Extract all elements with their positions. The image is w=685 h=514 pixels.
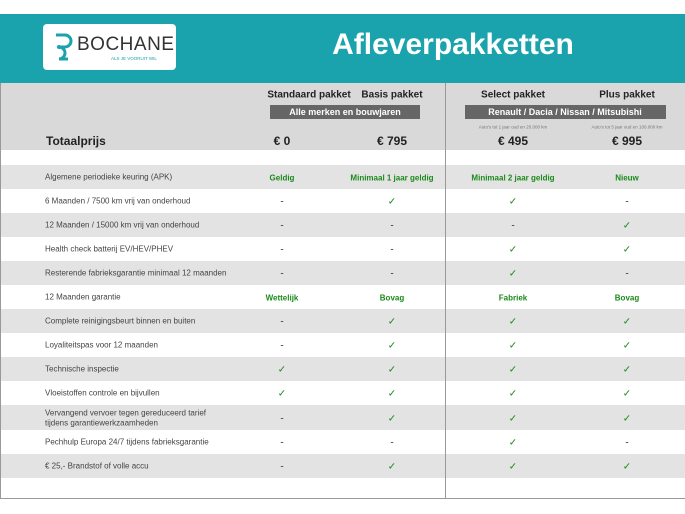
- cell: ✓: [508, 364, 518, 376]
- row-label: tijdens garantiewerkzaamheden: [45, 418, 158, 427]
- row-label: Complete reinigingsbeurt binnen en buite…: [45, 316, 196, 326]
- cell: Fabriek: [498, 293, 528, 303]
- cell: -: [390, 244, 394, 256]
- cell: ✓: [622, 388, 632, 400]
- cell: -: [280, 196, 284, 208]
- cell: -: [625, 268, 629, 280]
- row-label: Resterende fabrieksgarantie minimaal 12 …: [45, 268, 227, 278]
- row-label: Loyaliteitspas voor 12 maanden: [45, 340, 158, 350]
- row-bg: [1, 261, 685, 285]
- price: € 995: [611, 134, 643, 148]
- cell: ✓: [622, 340, 632, 352]
- row-label: Pechhulp Europa 24/7 tijdens fabrieksgar…: [45, 437, 209, 447]
- price: € 495: [497, 134, 529, 148]
- group-label: Alle merken en bouwjaren: [289, 107, 401, 117]
- cell: -: [625, 437, 629, 449]
- border-bottom: [0, 498, 685, 499]
- package-name: Basis pakket: [361, 89, 423, 101]
- logo-text: BOCHANE: [77, 34, 175, 55]
- cell: ✓: [622, 413, 632, 424]
- cell: ✓: [622, 461, 632, 473]
- cell: Bovag: [614, 293, 640, 303]
- cell: ✓: [508, 244, 518, 256]
- row-label: 6 Maanden / 7500 km vrij van onderhoud: [45, 196, 191, 206]
- cell: ✓: [508, 388, 518, 400]
- package-name: Select pakket: [481, 89, 545, 101]
- cell: ✓: [508, 461, 518, 473]
- cell: Minimaal 2 jaar geldig: [471, 173, 555, 183]
- cell: Nieuw: [615, 173, 639, 183]
- row-label: Algemene periodieke keuring (APK): [45, 172, 173, 182]
- package-note: Auto's tot 1 jaar oud en 20.000 km: [478, 124, 548, 130]
- package-name: Standaard pakket: [267, 89, 351, 101]
- row-bg: [1, 454, 685, 478]
- row-label: 12 Maanden / 15000 km vrij van onderhoud: [45, 220, 200, 230]
- group-label: Renault / Dacia / Nissan / Mitsubishi: [488, 107, 642, 117]
- cell: ✓: [508, 413, 518, 424]
- row-bg: [1, 357, 685, 381]
- cell: -: [390, 437, 394, 449]
- logo-icon: [56, 33, 73, 61]
- row-bg: [1, 405, 685, 430]
- cell: ✓: [508, 437, 518, 449]
- cell: ✓: [508, 340, 518, 352]
- cell: -: [280, 461, 284, 473]
- cell: -: [280, 220, 284, 232]
- cell: -: [280, 268, 284, 280]
- cell: Geldig: [269, 173, 295, 183]
- cell: -: [280, 437, 284, 449]
- row-label: € 25,- Brandstof of volle accu: [45, 461, 149, 471]
- group-bar: [465, 105, 666, 119]
- cell: Wettelijk: [265, 293, 299, 303]
- row-label: 12 Maanden garantie: [45, 292, 121, 302]
- border-left: [0, 83, 1, 498]
- cell: ✓: [387, 340, 397, 352]
- row-label: Vloeistoffen controle en bijvullen: [45, 388, 160, 398]
- cell: -: [625, 196, 629, 208]
- group-bar: [270, 105, 420, 119]
- row-label: Technische inspectie: [45, 364, 119, 374]
- cell: -: [280, 244, 284, 256]
- package-note: Auto's tot 5 jaar oud en 100.000 km: [591, 124, 663, 130]
- cell: ✓: [622, 220, 632, 232]
- cell: -: [280, 340, 284, 352]
- price: € 795: [376, 134, 408, 148]
- cell: ✓: [387, 413, 397, 424]
- cell: -: [280, 316, 284, 328]
- package-name: Plus pakket: [599, 89, 655, 101]
- row-bg: [1, 309, 685, 333]
- logo-box: BOCHANE ALS JE VOORUIT WIL: [43, 24, 176, 70]
- total-label: Totaalprijs: [46, 134, 106, 148]
- cell: ✓: [387, 461, 397, 473]
- cell: ✓: [622, 316, 632, 328]
- cell: ✓: [508, 316, 518, 328]
- cell: -: [511, 220, 515, 232]
- price: € 0: [273, 134, 291, 148]
- row-label: Vervangend vervoer tegen gereduceerd tar…: [45, 408, 206, 417]
- title: Afleverpakketten: [332, 28, 574, 61]
- cell: ✓: [622, 364, 632, 376]
- divider: [445, 83, 446, 498]
- cell: -: [390, 220, 394, 232]
- cell: ✓: [387, 364, 397, 376]
- cell: ✓: [387, 196, 397, 208]
- cell: ✓: [387, 388, 397, 400]
- cell: ✓: [277, 364, 287, 376]
- row-bg: [1, 165, 685, 189]
- row-bg: [1, 213, 685, 237]
- cell: Minimaal 1 jaar geldig: [350, 173, 434, 183]
- cell: ✓: [508, 196, 518, 208]
- cell: ✓: [277, 388, 287, 400]
- cell: Bovag: [379, 293, 405, 303]
- cell: ✓: [508, 268, 518, 280]
- logo-tagline: ALS JE VOORUIT WIL: [111, 56, 157, 61]
- cell: ✓: [387, 316, 397, 328]
- row-label: Health check batterij EV/HEV/PHEV: [45, 244, 174, 254]
- cell: -: [280, 413, 284, 424]
- cell: ✓: [622, 244, 632, 256]
- cell: -: [390, 268, 394, 280]
